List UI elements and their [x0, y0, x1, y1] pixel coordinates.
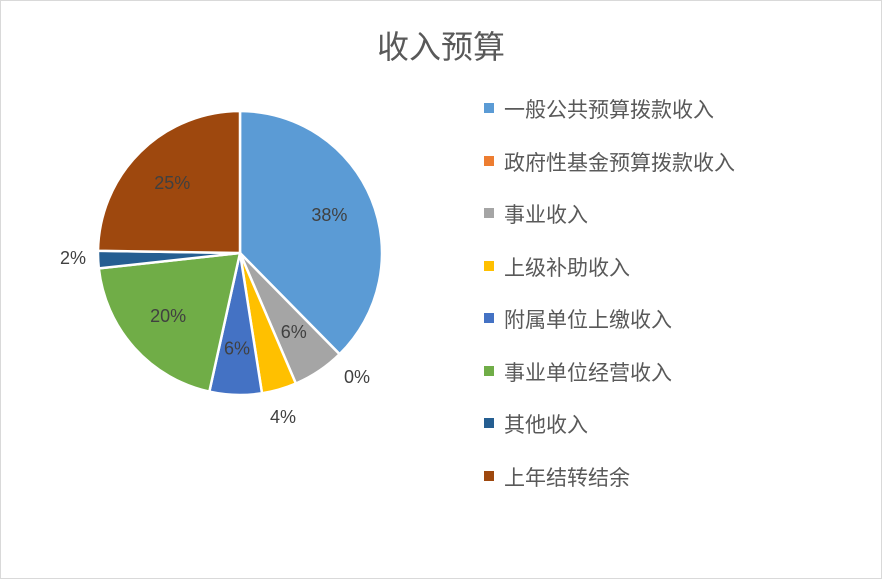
legend-label: 一般公共预算拨款收入: [504, 98, 714, 122]
legend-swatch: [484, 208, 494, 218]
legend-label: 事业单位经营收入: [504, 360, 672, 385]
slice-1-wedge: [238, 109, 384, 356]
legend-swatch: [484, 470, 494, 481]
slice-8-data-label: 25%: [154, 173, 190, 193]
slice-5-data-label: 6%: [224, 338, 250, 358]
slice-3-data-label: 6%: [281, 322, 307, 342]
slice-6-data-label: 20%: [150, 306, 186, 326]
legend-label: 附属单位上缴收入: [504, 308, 672, 332]
legend-swatch: [484, 260, 494, 271]
legend-label: 政府性基金预算拨款收入: [504, 150, 735, 175]
legend-label: 事业收入: [504, 203, 588, 227]
legend-swatch: [484, 103, 494, 113]
slice-1-data-label: 38%: [311, 205, 347, 225]
slice-7-data-label: 2%: [60, 248, 86, 268]
slice-6-wedge: [97, 251, 242, 394]
legend-swatch: [484, 155, 494, 166]
legend-label: 上年结转结余: [504, 465, 630, 490]
legend-label: 其他收入: [504, 413, 588, 437]
slice-8-wedge: [96, 109, 242, 255]
legend-swatch: [484, 313, 494, 323]
slice-2-data-label: 0%: [344, 367, 370, 387]
slice-4-data-label: 4%: [270, 407, 296, 427]
legend-swatch: [484, 365, 494, 376]
legend-swatch: [484, 418, 494, 428]
chart-title: 收入预算: [376, 28, 505, 66]
legend-label: 上级补助收入: [504, 255, 630, 280]
